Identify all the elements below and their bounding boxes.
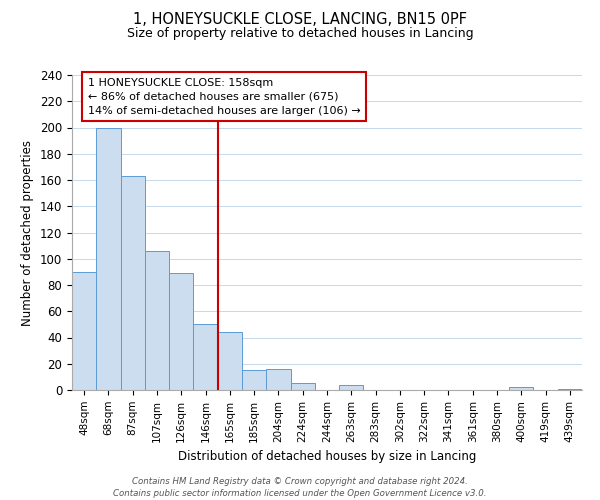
Bar [193,324,218,390]
Bar [242,370,266,390]
Bar [72,272,96,390]
Bar [169,273,193,390]
Bar [266,369,290,390]
Text: Contains HM Land Registry data © Crown copyright and database right 2024.
Contai: Contains HM Land Registry data © Crown c… [113,476,487,498]
X-axis label: Distribution of detached houses by size in Lancing: Distribution of detached houses by size … [178,450,476,463]
Bar [145,251,169,390]
Y-axis label: Number of detached properties: Number of detached properties [22,140,34,326]
Text: 1, HONEYSUCKLE CLOSE, LANCING, BN15 0PF: 1, HONEYSUCKLE CLOSE, LANCING, BN15 0PF [133,12,467,28]
Bar [121,176,145,390]
Text: 1 HONEYSUCKLE CLOSE: 158sqm
← 86% of detached houses are smaller (675)
14% of se: 1 HONEYSUCKLE CLOSE: 158sqm ← 86% of det… [88,78,360,116]
Text: Size of property relative to detached houses in Lancing: Size of property relative to detached ho… [127,28,473,40]
Bar [96,128,121,390]
Bar [509,388,533,390]
Bar [218,332,242,390]
Bar [339,385,364,390]
Bar [558,388,582,390]
Bar [290,384,315,390]
